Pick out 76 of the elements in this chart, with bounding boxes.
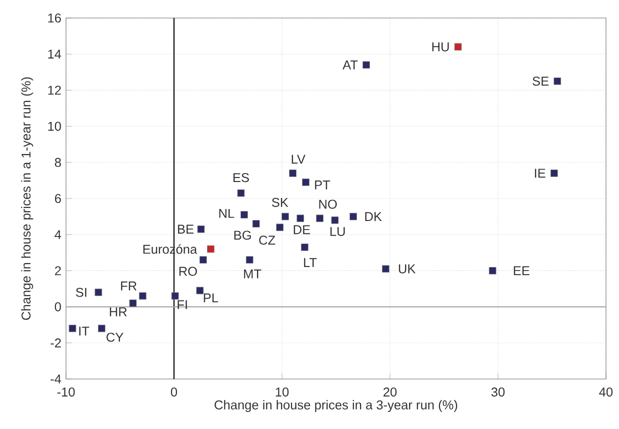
y-tick-label: -4 <box>50 374 62 384</box>
annotation: HR <box>110 307 127 316</box>
annotation: NL <box>219 209 234 218</box>
x-tick-label: 20 <box>384 388 397 397</box>
annotation: BE <box>178 224 194 234</box>
point <box>197 226 205 233</box>
annotation: AT <box>342 60 358 70</box>
y-tick-label: 12 <box>48 86 61 95</box>
annotation: FR <box>121 282 136 290</box>
annotation: CY <box>106 332 124 342</box>
point <box>296 214 304 222</box>
annotation: SK <box>272 198 288 207</box>
annotation: HU <box>432 42 449 52</box>
point <box>316 214 324 222</box>
y-tick-label: 16 <box>48 13 61 23</box>
annotation: PT <box>315 180 330 190</box>
y-tick-label: 6 <box>55 194 61 204</box>
annotation: BG <box>234 230 251 240</box>
point <box>488 267 496 274</box>
point <box>454 43 462 51</box>
point <box>139 292 146 300</box>
point <box>252 220 260 228</box>
x-tick-label: -10 <box>57 388 75 397</box>
point <box>554 78 562 85</box>
annotation: CZ <box>259 236 276 245</box>
point <box>550 170 558 177</box>
point <box>382 265 390 273</box>
point <box>207 245 214 253</box>
point <box>362 61 370 69</box>
point <box>171 292 179 300</box>
point <box>350 212 357 220</box>
y-tick-label: 2 <box>55 266 61 276</box>
x-tick-label: 40 <box>599 388 613 397</box>
point <box>68 324 76 332</box>
x-tick-label: 0 <box>170 388 178 397</box>
annotation: NO <box>319 200 337 209</box>
point <box>301 244 308 251</box>
annotation: LU <box>330 227 345 236</box>
y-tick-label: 10 <box>48 122 61 131</box>
annotation: UK <box>398 264 416 274</box>
annotation: DK <box>365 212 382 221</box>
y-tick-label: 8 <box>54 158 61 167</box>
x-tick-label: 10 <box>276 388 289 397</box>
annotation: PL <box>204 293 218 302</box>
annotation: IT <box>79 326 90 336</box>
point <box>289 170 296 177</box>
point <box>302 178 310 186</box>
annotation: SI <box>76 288 86 297</box>
point <box>129 300 137 307</box>
annotation: SE <box>532 76 549 86</box>
y-axis-title: Change in house prices in a 1-year run (%) <box>21 77 34 320</box>
point <box>237 189 245 197</box>
point <box>282 212 289 220</box>
y-tick-label: 14 <box>48 50 62 58</box>
point <box>98 324 106 332</box>
point <box>331 216 339 224</box>
point <box>94 288 102 296</box>
y-tick-label: -2 <box>50 338 61 348</box>
x-tick-label: 30 <box>491 388 505 397</box>
y-tick-label: 0 <box>54 302 61 312</box>
annotation: LT <box>304 258 317 267</box>
annotation: MT <box>244 269 262 278</box>
point <box>276 224 284 232</box>
annotation: ES <box>233 173 249 182</box>
annotation: IE <box>534 168 546 178</box>
annotation: LV <box>292 154 306 164</box>
point <box>199 256 207 264</box>
point <box>240 211 248 218</box>
annotation: DE <box>294 225 310 234</box>
point <box>196 286 204 294</box>
x-axis-title: Change in house prices in a 3-year run (%) <box>214 400 458 412</box>
annotation: EE <box>514 266 530 276</box>
point <box>246 256 254 264</box>
annotation: FI <box>178 300 187 310</box>
y-tick-label: 4 <box>54 230 62 239</box>
annotation: RO <box>179 266 197 276</box>
